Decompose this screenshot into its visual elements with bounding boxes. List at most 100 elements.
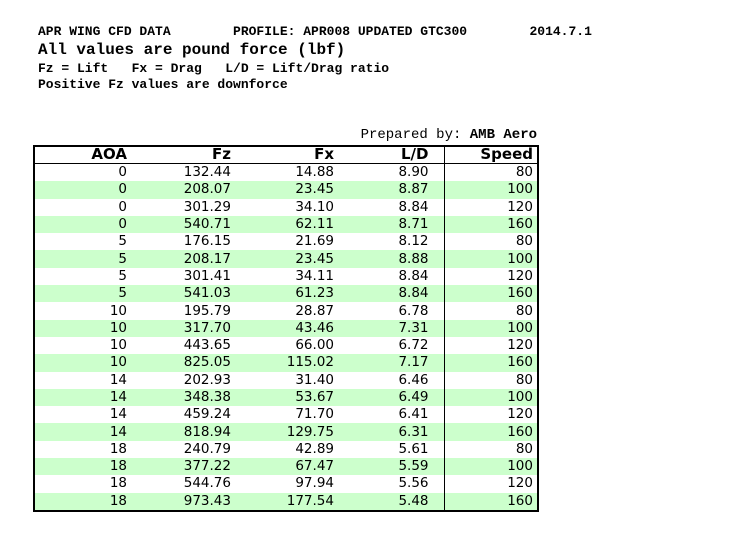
cell-ld: 6.41	[398, 406, 429, 423]
cell-fz: 541.03	[183, 285, 231, 302]
cell-speed: 160	[443, 354, 538, 372]
prepared-by-value: AMB Aero	[469, 127, 537, 143]
table-row: 18 973.43 177.54 5.48 160	[34, 492, 538, 511]
table-row: 10 443.65 66.00 6.72 120	[34, 336, 538, 355]
cell-fx: 115.02	[286, 354, 334, 371]
col-header-aoa: AOA	[34, 146, 131, 164]
cell-fz: 377.22	[183, 458, 231, 475]
cell-fx: 62.11	[295, 216, 334, 233]
prepared-by-line: Prepared by: AMB Aero	[361, 127, 537, 144]
cell-fx: 14.88	[295, 164, 334, 181]
cell-fz: 825.05	[183, 354, 231, 371]
cell-speed: 120	[443, 406, 538, 424]
table-row: 14 202.93 31.40 6.46 80	[34, 371, 538, 389]
table-row: 14 818.94 129.75 6.31 160	[34, 423, 538, 441]
cell-speed: 100	[443, 181, 538, 199]
cell-ld: 6.49	[398, 389, 429, 405]
cell-aoa: 18	[109, 458, 127, 475]
cell-speed: 120	[443, 267, 538, 286]
legend-line: Fz = Lift Fx = Drag L/D = Lift/Drag rati…	[38, 61, 390, 76]
cell-fx: 21.69	[295, 233, 334, 250]
cell-fx: 71.70	[295, 406, 334, 423]
col-header-speed: Speed	[443, 146, 538, 164]
cell-aoa: 14	[109, 423, 127, 440]
col-header-fz: Fz	[131, 146, 235, 164]
cell-fx: 34.10	[295, 198, 334, 215]
cell-ld: 5.56	[398, 475, 429, 492]
cell-fx: 97.94	[295, 475, 334, 492]
cell-fz: 973.43	[183, 492, 231, 509]
cell-fz: 540.71	[183, 216, 231, 233]
cell-speed: 100	[443, 458, 538, 476]
cell-aoa: 10	[109, 319, 127, 336]
cell-aoa: 0	[118, 198, 127, 215]
table-row: 10 195.79 28.87 6.78 80	[34, 302, 538, 320]
cell-fx: 31.40	[295, 371, 334, 388]
prepared-by-label: Prepared by:	[360, 127, 470, 143]
cell-fx: 177.54	[286, 492, 334, 509]
cfd-data-table: AOA Fz Fx L/D Speed 0 132.44 14.88 8.90 …	[33, 145, 539, 512]
cell-fz: 443.65	[183, 337, 231, 354]
cell-fz: 202.93	[183, 371, 231, 388]
table-row: 18 377.22 67.47 5.59 100	[34, 458, 538, 476]
cell-ld: 6.78	[398, 302, 429, 319]
cell-ld: 8.87	[398, 181, 429, 198]
cell-speed: 120	[443, 198, 538, 216]
cell-fz: 132.44	[183, 164, 231, 181]
cell-fx: 42.89	[295, 440, 334, 457]
cell-fx: 23.45	[295, 181, 334, 198]
table-header-row: AOA Fz Fx L/D Speed	[34, 146, 538, 164]
cell-aoa: 10	[109, 337, 127, 354]
cell-fz: 818.94	[183, 423, 231, 440]
cell-speed: 100	[443, 250, 538, 268]
cell-fx: 129.75	[286, 423, 334, 440]
cell-fz: 240.79	[183, 440, 231, 457]
cell-aoa: 5	[118, 285, 127, 302]
table-row: 0 208.07 23.45 8.87 100	[34, 181, 538, 199]
table-row: 0 132.44 14.88 8.90 80	[34, 163, 538, 182]
cell-ld: 8.84	[398, 198, 429, 215]
cell-speed: 100	[443, 388, 538, 407]
cell-ld: 8.71	[398, 216, 429, 233]
cell-aoa: 5	[118, 267, 127, 284]
cell-speed: 80	[443, 440, 538, 459]
cell-ld: 8.12	[398, 233, 429, 250]
cell-aoa: 18	[109, 492, 127, 509]
table-row: 5 208.17 23.45 8.88 100	[34, 250, 538, 268]
cell-fx: 53.67	[295, 389, 334, 405]
table-row: 18 544.76 97.94 5.56 120	[34, 475, 538, 493]
cell-fz: 301.29	[183, 198, 231, 215]
cell-ld: 5.48	[398, 492, 429, 509]
cell-fx: 23.45	[295, 250, 334, 267]
cell-speed: 80	[443, 371, 538, 389]
cell-ld: 7.31	[398, 319, 429, 336]
cell-fz: 176.15	[183, 233, 231, 250]
report-title-line: APR WING CFD DATA PROFILE: APR008 UPDATE…	[38, 24, 592, 39]
cell-speed: 160	[443, 492, 538, 511]
cell-speed: 120	[443, 475, 538, 493]
table-row: 5 176.15 21.69 8.12 80	[34, 233, 538, 251]
cell-aoa: 0	[118, 164, 127, 181]
cell-aoa: 0	[118, 181, 127, 198]
cell-speed: 80	[443, 302, 538, 320]
cell-fz: 544.76	[183, 475, 231, 492]
note-line: Positive Fz values are downforce	[38, 77, 288, 92]
cell-ld: 5.61	[398, 440, 429, 457]
cell-speed: 160	[443, 285, 538, 303]
cell-fz: 348.38	[183, 389, 231, 405]
cell-ld: 5.59	[398, 458, 429, 475]
table-row: 0 301.29 34.10 8.84 120	[34, 198, 538, 216]
cell-aoa: 5	[118, 250, 127, 267]
cell-ld: 7.17	[398, 354, 429, 371]
table-row: 18 240.79 42.89 5.61 80	[34, 440, 538, 459]
cell-speed: 120	[443, 336, 538, 355]
cell-fx: 66.00	[295, 337, 334, 354]
cell-fz: 208.17	[183, 250, 231, 267]
cell-fz: 459.24	[183, 406, 231, 423]
cell-fx: 43.46	[295, 319, 334, 336]
cell-speed: 160	[443, 215, 538, 234]
table-row: 5 541.03 61.23 8.84 160	[34, 285, 538, 303]
cell-fz: 208.07	[183, 181, 231, 198]
cell-ld: 6.31	[398, 423, 429, 440]
cell-speed: 80	[443, 163, 538, 182]
